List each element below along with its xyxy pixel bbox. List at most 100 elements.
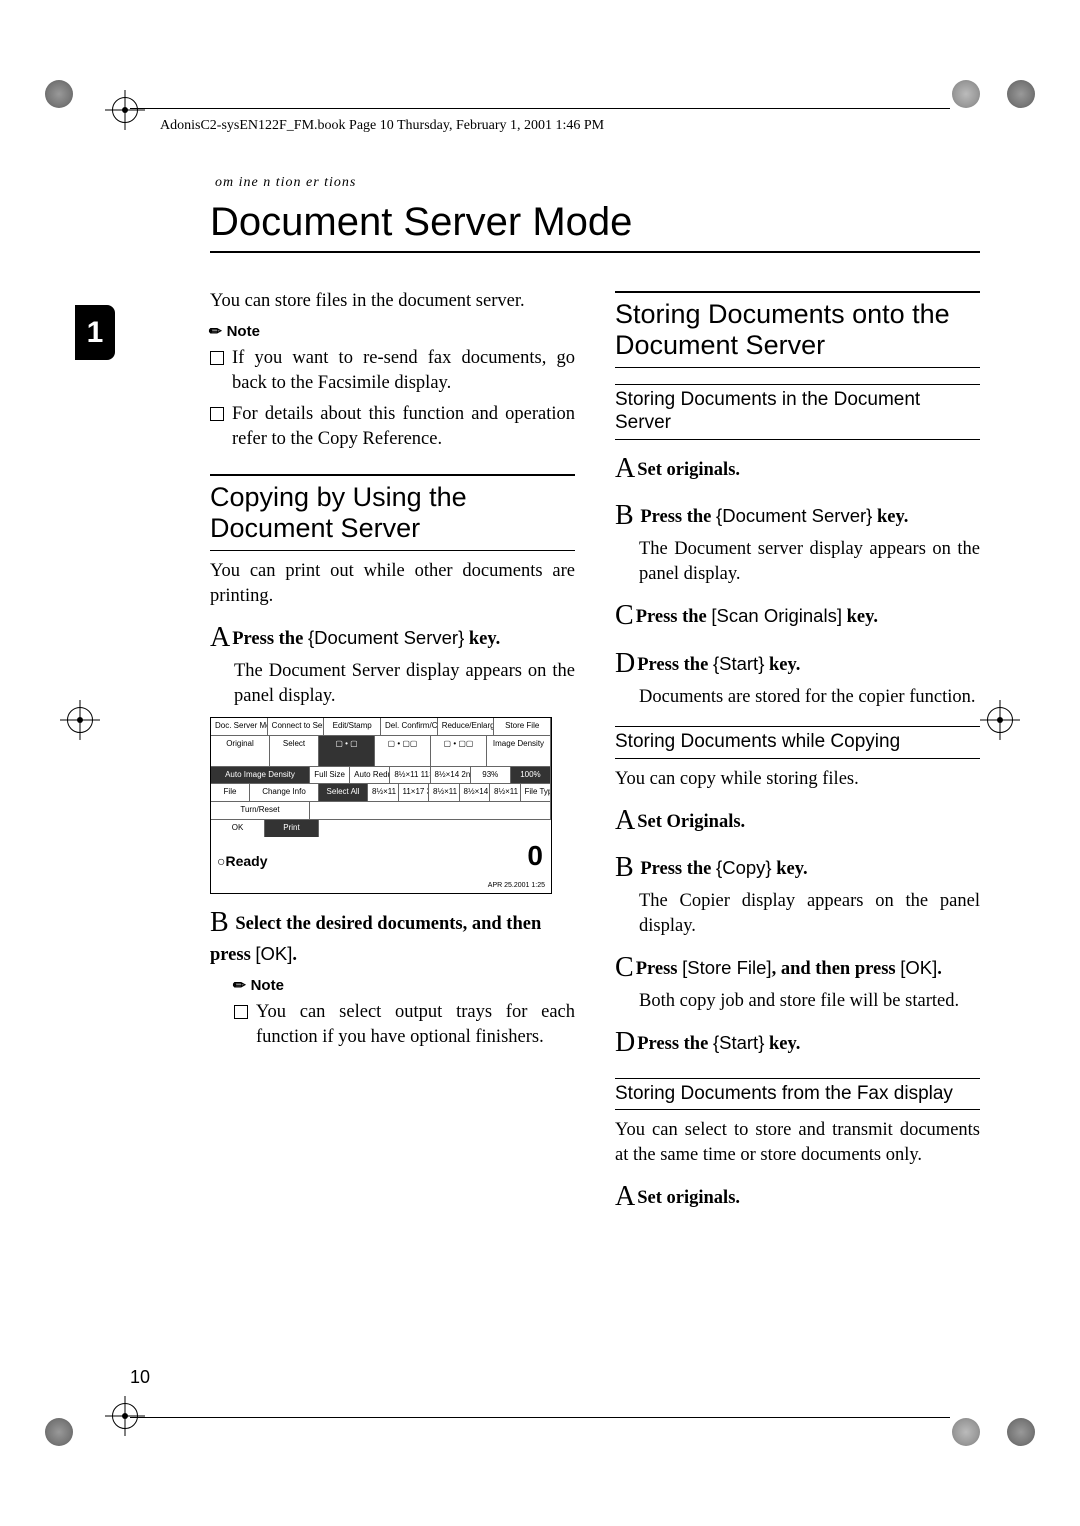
- step-description: Documents are stored for the copier func…: [639, 685, 980, 710]
- note-label-text: Note: [227, 323, 260, 340]
- step-d: DPress the {Start} key.: [615, 1024, 980, 1062]
- key-label: Start: [719, 653, 758, 674]
- page-title: Document Server Mode: [210, 200, 980, 253]
- ss-tab: Edit/Stamp: [324, 718, 381, 735]
- sub-intro: You can select to store and transmit doc…: [615, 1118, 980, 1168]
- crop-mark: [45, 1418, 73, 1446]
- ss-cell: 8½×11 11×17: [390, 767, 430, 784]
- ss-cell: ▢ • ▢▢: [431, 736, 487, 766]
- ss-cell: [319, 820, 551, 837]
- section-heading: Copying by Using the Document Server: [210, 474, 575, 551]
- key-label: Start: [719, 1032, 758, 1053]
- ss-cell: File Type: [521, 784, 552, 801]
- step-d: DPress the {Start} key.: [615, 645, 980, 683]
- step-letter: C: [615, 952, 634, 983]
- step-text: key.: [769, 655, 800, 675]
- ss-tab: Del. Confirm/Cancel: [381, 718, 438, 735]
- note-item: If you want to re-send fax documents, go…: [210, 346, 575, 396]
- key-label: Store File: [687, 957, 766, 978]
- step-description: The Copier display appears on the panel …: [639, 889, 980, 939]
- registration-mark: [105, 1396, 145, 1436]
- subsection-heading: Storing Documents while Copying: [615, 726, 980, 759]
- crop-mark: [1007, 1418, 1035, 1446]
- step-description: The Document Server display appears on t…: [234, 659, 575, 709]
- ss-cell: 8½×11 1m: [490, 784, 521, 801]
- step-text: key.: [769, 1034, 800, 1054]
- step-b: B Select the desired documents, and then…: [210, 904, 575, 968]
- crop-mark: [952, 80, 980, 108]
- note-label-text: Note: [251, 977, 284, 994]
- ss-cell: [310, 802, 551, 819]
- step-b: B Press the {Document Server} key.: [615, 497, 980, 535]
- intro-text: You can store files in the document serv…: [210, 289, 575, 314]
- step-letter: D: [615, 648, 635, 679]
- step-letter: D: [615, 1027, 635, 1058]
- step-letter: B: [615, 500, 634, 531]
- step-a: APress the {Document Server} key.: [210, 619, 575, 657]
- step-text: Press the: [640, 859, 711, 879]
- step-a: ASet Originals.: [615, 802, 980, 840]
- pencil-icon: ✎: [205, 320, 228, 343]
- step-letter: A: [615, 805, 635, 836]
- key-label: Scan Originals: [717, 605, 837, 626]
- step-letter: A: [615, 453, 635, 484]
- ss-cell: ▢ • ▢: [319, 736, 375, 766]
- step-description: The Document server display appears on t…: [639, 537, 980, 587]
- ss-tab: Doc. Server Mode: [211, 718, 268, 735]
- step-a: ASet originals.: [615, 1178, 980, 1216]
- registration-mark: [60, 700, 100, 740]
- right-column: Storing Documents onto the Document Serv…: [615, 281, 980, 1218]
- ss-cell: Image Density: [487, 736, 551, 766]
- ss-tab: Reduce/Enlarge: [438, 718, 495, 735]
- ss-cell: 8½×11 1m: [368, 784, 399, 801]
- step-text: Set originals.: [637, 1188, 740, 1208]
- page-number: 10: [130, 1367, 150, 1388]
- step-letter: B: [615, 852, 634, 883]
- crop-mark: [45, 80, 73, 108]
- step-text: key.: [776, 859, 807, 879]
- step-a: ASet originals.: [615, 450, 980, 488]
- ss-cell: Select: [270, 736, 319, 766]
- ss-cell: Full Size: [310, 767, 350, 784]
- step-text: Press: [636, 959, 678, 979]
- ss-cell: Auto Reduce/Enlarge: [350, 767, 390, 784]
- frame-line-top: [130, 108, 950, 109]
- step-text: , and then press: [772, 959, 896, 979]
- ss-cell: 100%: [511, 767, 551, 784]
- step-text: key.: [847, 607, 878, 627]
- key-label: Document Server: [722, 505, 866, 526]
- note-item: For details about this function and oper…: [210, 402, 575, 452]
- sub-intro: You can copy while storing files.: [615, 767, 980, 792]
- ss-cell: 8½×11 3m: [429, 784, 460, 801]
- step-text: Press the: [232, 629, 303, 649]
- step-text: key.: [469, 629, 500, 649]
- ss-cell: Original: [211, 736, 270, 766]
- subsection-heading: Storing Documents in the Document Server: [615, 384, 980, 440]
- step-letter: A: [615, 1181, 635, 1212]
- ss-cell: Auto Image Density: [211, 767, 310, 784]
- left-column: You can store files in the document serv…: [210, 281, 575, 1218]
- crop-mark: [1007, 80, 1035, 108]
- note-list: If you want to re-send fax documents, go…: [210, 346, 575, 452]
- registration-mark: [980, 700, 1020, 740]
- ss-cell: Select All: [319, 784, 368, 801]
- note-list: You can select output trays for each fun…: [234, 1000, 575, 1050]
- ss-cell: Change Info: [250, 784, 319, 801]
- step-text: key.: [877, 507, 908, 527]
- step-text: Set Originals.: [637, 812, 745, 832]
- step-text: Press the: [637, 655, 708, 675]
- key-label: Copy: [722, 857, 765, 878]
- pdf-header: AdonisC2-sysEN122F_FM.book Page 10 Thurs…: [160, 118, 604, 134]
- step-c: CPress [Store File], and then press [OK]…: [615, 949, 980, 987]
- crop-mark: [952, 1418, 980, 1446]
- note-heading: ✎Note: [210, 322, 575, 342]
- step-letter: B: [210, 907, 229, 938]
- ss-cell: OK: [211, 820, 265, 837]
- key-label: OK: [905, 957, 932, 978]
- panel-screenshot: Doc. Server Mode Connect to Send Edit/St…: [210, 717, 552, 894]
- section-heading: Storing Documents onto the Document Serv…: [615, 291, 980, 368]
- key-label: OK: [261, 943, 288, 964]
- running-head: om ine n tion er tions: [215, 175, 356, 191]
- ss-cell: 8½×14 4m: [460, 784, 491, 801]
- pencil-icon: ✎: [229, 974, 252, 997]
